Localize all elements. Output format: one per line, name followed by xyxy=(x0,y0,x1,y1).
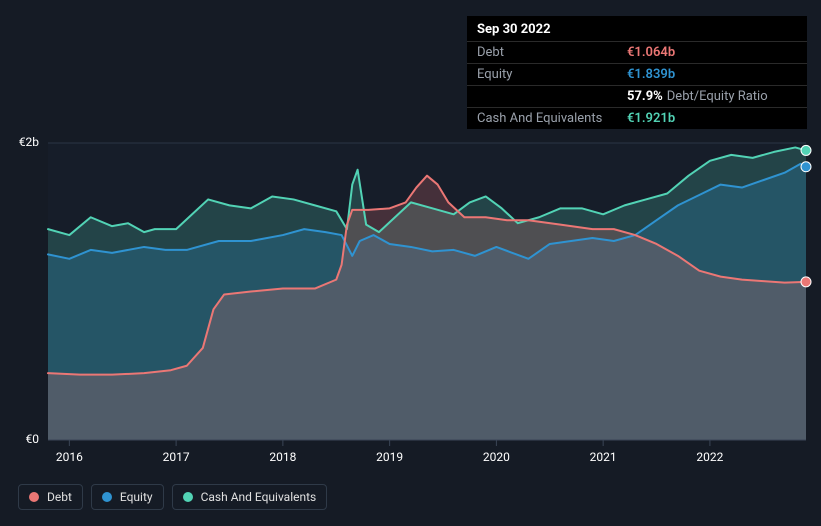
tooltip-date: Sep 30 2022 xyxy=(467,22,807,41)
tooltip-ratio-pct: 57.9% xyxy=(627,89,663,104)
legend-dot-icon xyxy=(102,492,112,502)
tooltip-cash-value: €1.921b xyxy=(627,111,675,126)
x-axis-label: 2018 xyxy=(269,450,296,464)
tooltip-ratio: 57.9% Debt/Equity Ratio xyxy=(627,89,768,104)
legend-dot-icon xyxy=(29,492,39,502)
tooltip-ratio-label: Debt/Equity Ratio xyxy=(667,89,768,104)
tooltip-equity-label: Equity xyxy=(477,67,627,82)
tooltip-equity-value: €1.839b xyxy=(627,67,675,82)
legend-label: Cash And Equivalents xyxy=(201,490,317,504)
x-axis-label: 2022 xyxy=(696,450,723,464)
tooltip-ratio-spacer xyxy=(477,89,627,104)
legend-dot-icon xyxy=(183,492,193,502)
legend-label: Equity xyxy=(120,490,153,504)
end-dot-debt xyxy=(801,277,811,287)
y-axis-label: €0 xyxy=(26,432,40,446)
chart-container: €0 €2b 2016 2017 2018 2019 2020 2021 2022 Sep … xyxy=(0,0,821,526)
x-axis-label: 2016 xyxy=(56,450,83,464)
legend-item-equity[interactable]: Equity xyxy=(91,484,164,510)
end-dot-equity xyxy=(801,162,811,172)
tooltip-panel: Sep 30 2022 Debt €1.064b Equity €1.839b … xyxy=(467,16,807,129)
x-axis-label: 2019 xyxy=(376,450,403,464)
end-dot-cash xyxy=(801,145,811,155)
legend-item-cash[interactable]: Cash And Equivalents xyxy=(172,484,328,510)
tooltip-debt-value: €1.064b xyxy=(627,45,675,60)
x-axis-label: 2017 xyxy=(163,450,190,464)
tooltip-debt-label: Debt xyxy=(477,45,627,60)
tooltip-cash-label: Cash And Equivalents xyxy=(477,111,627,126)
y-axis-label: €2b xyxy=(19,135,39,149)
x-axis-label: 2020 xyxy=(483,450,510,464)
legend-label: Debt xyxy=(47,490,72,504)
legend-item-debt[interactable]: Debt xyxy=(18,484,83,510)
legend: Debt Equity Cash And Equivalents xyxy=(18,484,327,510)
x-axis-label: 2021 xyxy=(590,450,617,464)
